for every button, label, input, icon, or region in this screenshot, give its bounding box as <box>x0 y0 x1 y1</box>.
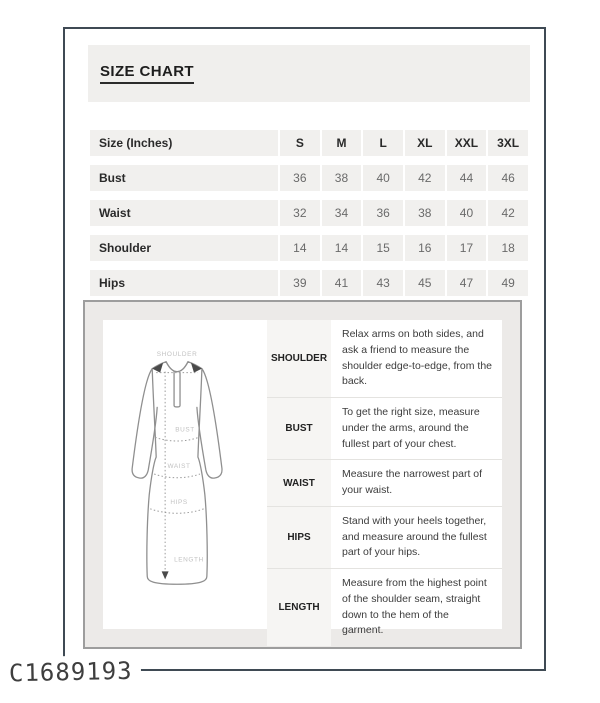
table-row-bust: Bust 36 38 40 42 44 46 <box>90 165 528 191</box>
guide-description-text: Relax arms on both sides, and ask a frie… <box>342 328 493 388</box>
page-title: SIZE CHART <box>100 63 194 84</box>
cell-value: 15 <box>363 235 403 261</box>
guide-row-shoulder: SHOULDER Relax arms on both sides, and a… <box>267 320 502 398</box>
figure-label-shoulder: SHOULDER <box>157 351 198 358</box>
guide-label: LENGTH <box>267 569 331 646</box>
cell-value: 16 <box>404 235 445 261</box>
guide-description: To get the right size, measure under the… <box>331 398 502 459</box>
row-label: Waist <box>90 200 278 226</box>
guide-description: Measure the narrowest part of your waist… <box>331 460 502 506</box>
cell-value: 18 <box>488 235 528 261</box>
table-row-shoulder: Shoulder 14 14 15 16 17 18 <box>90 235 528 261</box>
guide-description-text: Measure the narrowest part of your waist… <box>342 468 483 496</box>
cell-value: 47 <box>446 270 487 296</box>
cell-value: 45 <box>404 270 445 296</box>
row-label: Bust <box>90 165 278 191</box>
cell-value: 44 <box>446 165 487 191</box>
figure-label-waist: WAIST <box>167 463 190 470</box>
size-chart-card: SIZE CHART Size (Inches) S M L XL XXL 3X… <box>63 27 546 671</box>
figure-label-length: LENGTH <box>174 556 204 563</box>
cell-value: 17 <box>446 235 487 261</box>
table-row-waist: Waist 32 34 36 38 40 42 <box>90 200 528 226</box>
cell-value: 41 <box>321 270 362 296</box>
garment-illustration-icon: SHOULDER BUST WAIST HIPS LENGTH <box>131 351 223 585</box>
guide-description: Measure from the highest point of the sh… <box>331 569 502 646</box>
figure-label-hips: HIPS <box>170 499 187 506</box>
row-label: Hips <box>90 270 278 296</box>
guide-label: HIPS <box>267 506 331 568</box>
guide-label: BUST <box>267 398 331 460</box>
size-table-header-cell: S <box>280 130 320 156</box>
row-label: Shoulder <box>90 235 278 261</box>
guide-description-text: To get the right size, measure under the… <box>342 406 480 450</box>
guide-description-text: Measure from the highest point of the sh… <box>342 577 487 637</box>
cell-value: 40 <box>363 165 403 191</box>
table-row-hips: Hips 39 41 43 45 47 49 <box>90 270 528 296</box>
cell-value: 36 <box>280 165 320 191</box>
cell-value: 42 <box>404 165 445 191</box>
guide-label: WAIST <box>267 460 331 506</box>
guide-row-length: LENGTH Measure from the highest point of… <box>267 569 502 646</box>
title-band: SIZE CHART <box>88 45 530 102</box>
size-table-header-cell: L <box>363 130 403 156</box>
cell-value: 40 <box>446 200 487 226</box>
cell-value: 43 <box>363 270 403 296</box>
measurement-guide-box: SHOULDER BUST WAIST HIPS LENGTH SHOULDER… <box>83 300 522 649</box>
cell-value: 39 <box>280 270 320 296</box>
guide-row-hips: HIPS Stand with your heels together, and… <box>267 506 502 569</box>
cell-value: 42 <box>488 200 528 226</box>
size-table-header-cell: Size (Inches) <box>90 130 278 156</box>
size-table-header-row: Size (Inches) S M L XL XXL 3XL <box>90 130 528 156</box>
size-table-header-cell: XL <box>404 130 445 156</box>
measurement-instructions: SHOULDER Relax arms on both sides, and a… <box>267 320 502 646</box>
cell-value: 36 <box>363 200 403 226</box>
cell-value: 49 <box>488 270 528 296</box>
guide-description-text: Stand with your heels together, and meas… <box>342 514 487 559</box>
cell-value: 14 <box>321 235 362 261</box>
size-table-header-cell: 3XL <box>488 130 528 156</box>
guide-label: SHOULDER <box>267 320 331 397</box>
guide-row-bust: BUST To get the right size, measure unde… <box>267 398 502 461</box>
cell-value: 38 <box>321 165 362 191</box>
size-table-header-cell: M <box>321 130 362 156</box>
cell-value: 38 <box>404 200 445 226</box>
product-code: C1689193 <box>4 654 141 692</box>
cell-value: 14 <box>280 235 320 261</box>
cell-value: 46 <box>488 165 528 191</box>
guide-description: Relax arms on both sides, and ask a frie… <box>331 320 502 397</box>
garment-figure-panel: SHOULDER BUST WAIST HIPS LENGTH <box>103 320 267 629</box>
guide-row-waist: WAIST Measure the narrowest part of your… <box>267 460 502 507</box>
size-table: Size (Inches) S M L XL XXL 3XL Bust 36 3… <box>88 121 530 305</box>
figure-label-bust: BUST <box>175 426 195 433</box>
cell-value: 34 <box>321 200 362 226</box>
size-table-header-cell: XXL <box>446 130 487 156</box>
measurement-guide-inner: SHOULDER BUST WAIST HIPS LENGTH SHOULDER… <box>103 320 502 646</box>
cell-value: 32 <box>280 200 320 226</box>
guide-description: Stand with your heels together, and meas… <box>331 507 502 568</box>
